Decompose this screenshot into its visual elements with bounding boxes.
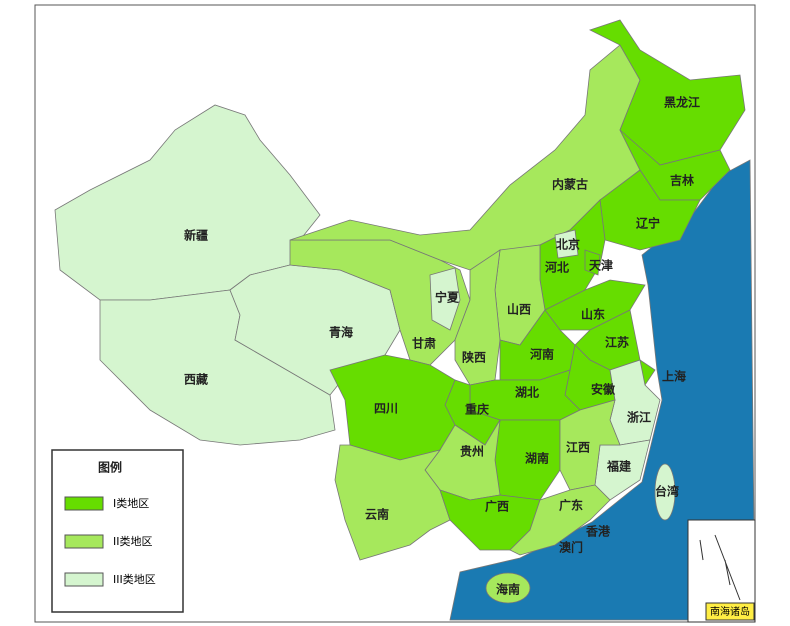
province-label: 安徽 — [591, 382, 616, 397]
province — [329, 354, 456, 461]
legend-items: I类地区 II类地区 III类地区 — [64, 496, 156, 587]
legend-title: 图例 — [98, 460, 122, 475]
province-label: 上海 — [662, 369, 686, 384]
province-label: 新疆 — [184, 228, 208, 243]
province — [654, 463, 676, 521]
province-label: 广东 — [559, 498, 583, 513]
province-label: 四川 — [374, 402, 398, 416]
province-label: 陕西 — [462, 350, 486, 365]
provinces — [54, 19, 746, 604]
province-label: 广西 — [485, 499, 509, 514]
province-label: 江西 — [566, 440, 590, 455]
province-label: 河南 — [529, 347, 554, 362]
province-label: 山西 — [507, 302, 531, 317]
inset-label: 南海诸岛 — [710, 605, 750, 618]
province-label: 福建 — [606, 459, 632, 474]
inset-label-bg — [705, 602, 755, 621]
province — [509, 484, 611, 556]
province-label: 湖南 — [525, 451, 549, 466]
province — [584, 249, 601, 276]
legend-label: I类地区 — [113, 496, 149, 510]
legend: 图例 I类地区 II类地区 III类地区 — [51, 449, 184, 613]
legend-swatch — [64, 496, 104, 511]
inset-lines — [699, 534, 741, 601]
province-label: 贵州 — [460, 444, 484, 459]
province — [485, 572, 531, 604]
province-label: 河北 — [544, 260, 569, 275]
legend-swatch — [64, 572, 104, 587]
province-label: 重庆 — [465, 402, 489, 417]
province-label: 台湾 — [655, 484, 679, 499]
province-label: 云南 — [365, 507, 389, 522]
legend-label: II类地区 — [113, 534, 153, 548]
province-label: 辽宁 — [636, 216, 660, 231]
province-label: 内蒙古 — [552, 177, 588, 192]
province-label: 吉林 — [670, 173, 694, 188]
province — [429, 267, 461, 331]
legend-label: III类地区 — [113, 572, 156, 586]
province — [544, 279, 646, 331]
province — [554, 229, 579, 259]
province-label: 甘肃 — [412, 336, 436, 351]
province-label: 西藏 — [184, 372, 208, 387]
province-label: 海南 — [496, 582, 520, 597]
province-label: 澳门 — [559, 540, 583, 555]
province-label: 黑龙江 — [664, 95, 700, 110]
province-label: 香港 — [585, 524, 611, 539]
province-label: 山东 — [581, 307, 605, 322]
province — [559, 399, 621, 491]
province-label: 天津 — [589, 258, 613, 273]
province-label: 江苏 — [605, 335, 629, 350]
province-label: 北京 — [556, 237, 580, 252]
legend-swatch — [64, 534, 104, 549]
province-label: 宁夏 — [435, 290, 460, 305]
province-label: 青海 — [329, 325, 353, 340]
province-label: 湖北 — [515, 385, 539, 400]
province-label: 浙江 — [627, 410, 651, 425]
inset: 南海诸岛 — [687, 519, 756, 623]
